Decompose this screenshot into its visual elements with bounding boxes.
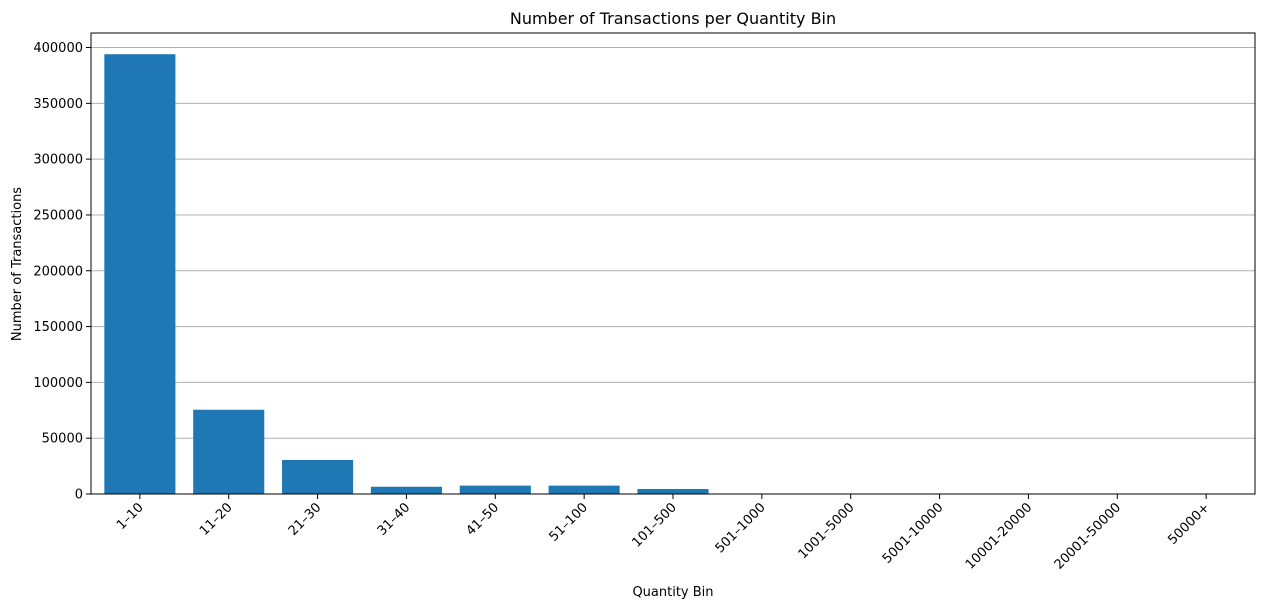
x-tick-label: 10001-20000	[963, 500, 1035, 572]
chart-title: Number of Transactions per Quantity Bin	[510, 9, 836, 28]
y-tick-label: 300000	[33, 153, 83, 168]
y-axis-label: Number of Transactions	[10, 187, 25, 341]
plot-frame	[90, 32, 1256, 495]
y-ticks: 0 50000 100000 150000 200000 250000 300000 3500…	[33, 41, 91, 503]
bar	[548, 485, 620, 494]
x-tick-label: 51–100	[547, 500, 591, 544]
y-tick-label: 0	[75, 488, 83, 503]
bar	[459, 485, 531, 494]
bar	[282, 459, 354, 494]
bars	[104, 54, 1242, 495]
x-tick-label: 1–10	[114, 500, 147, 533]
x-tick-label: 11–20	[197, 500, 236, 539]
x-tick-label: 501–1000	[713, 500, 769, 556]
y-tick-label: 250000	[33, 208, 83, 223]
y-tick-label: 200000	[33, 264, 83, 279]
x-axis-label: Quantity Bin	[632, 585, 713, 600]
y-tick-label: 150000	[33, 320, 83, 335]
x-tick-label: 20001-50000	[1052, 500, 1124, 572]
y-tick-label: 350000	[33, 97, 83, 112]
x-tick-label: 50000+	[1165, 500, 1213, 548]
y-gridlines	[91, 47, 1255, 495]
x-ticks: 1–10 11–20 21–30 31–40 41–50 51–100 101–500 501…	[114, 494, 1213, 573]
bar	[104, 54, 176, 495]
y-tick-label: 100000	[33, 376, 83, 391]
x-tick-label: 5001-10000	[880, 500, 947, 567]
x-tick-label: 101–500	[630, 500, 680, 550]
bar	[193, 409, 265, 494]
bar	[637, 488, 709, 494]
bar	[370, 486, 442, 494]
x-tick-label: 31–40	[375, 500, 414, 539]
x-tick-label: 41–50	[464, 500, 503, 539]
x-tick-label: 1001–5000	[796, 500, 858, 562]
y-tick-label: 400000	[33, 41, 83, 56]
x-tick-label: 21–30	[286, 500, 325, 539]
y-tick-label: 50000	[42, 432, 83, 447]
